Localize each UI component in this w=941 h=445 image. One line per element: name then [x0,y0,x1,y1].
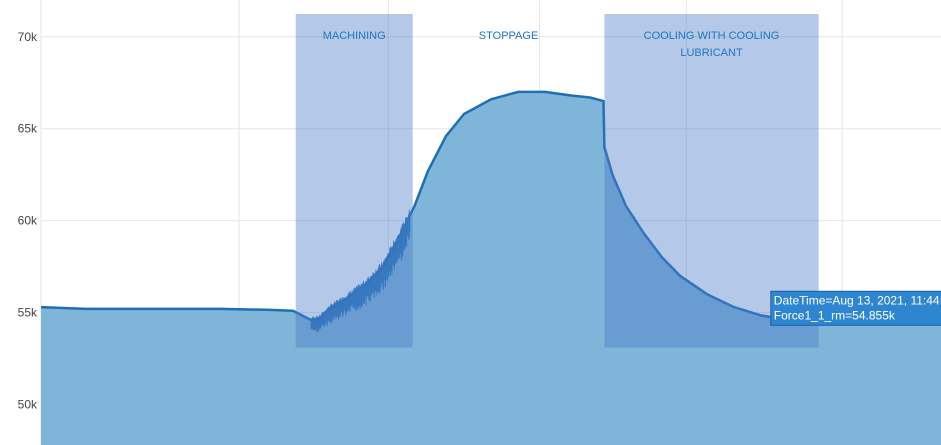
region-label: LUBRICANT [680,47,743,59]
series-noise-band [310,209,411,333]
region-label: MACHINING [323,30,386,42]
y-tick-label: 70k [18,30,38,44]
y-tick-label: 50k [18,398,38,412]
chart-area-layer [40,90,941,445]
y-tick-label: 55k [18,306,38,320]
tooltip-box [770,290,941,326]
tooltip-datetime: DateTime=Aug 13, 2021, 11:44:28 [774,293,941,307]
region-label: STOPPAGE [479,30,539,42]
y-tick-label: 60k [18,214,38,228]
hover-tooltip: DateTime=Aug 13, 2021, 11:44:28 Force1_1… [770,290,941,326]
region-labels: MACHINING STOPPAGE COOLING WITH COOLING LUB… [323,30,780,59]
tooltip-value: Force1_1_rm=54.855k [774,308,896,322]
series-area [41,91,941,445]
y-tick-label: 65k [18,122,38,136]
series-line [40,90,941,325]
y-axis-ticks: 50k 55k 60k 65k 70k [18,30,38,412]
region-shade [295,14,413,348]
region-label: COOLING WITH COOLING [644,30,780,42]
